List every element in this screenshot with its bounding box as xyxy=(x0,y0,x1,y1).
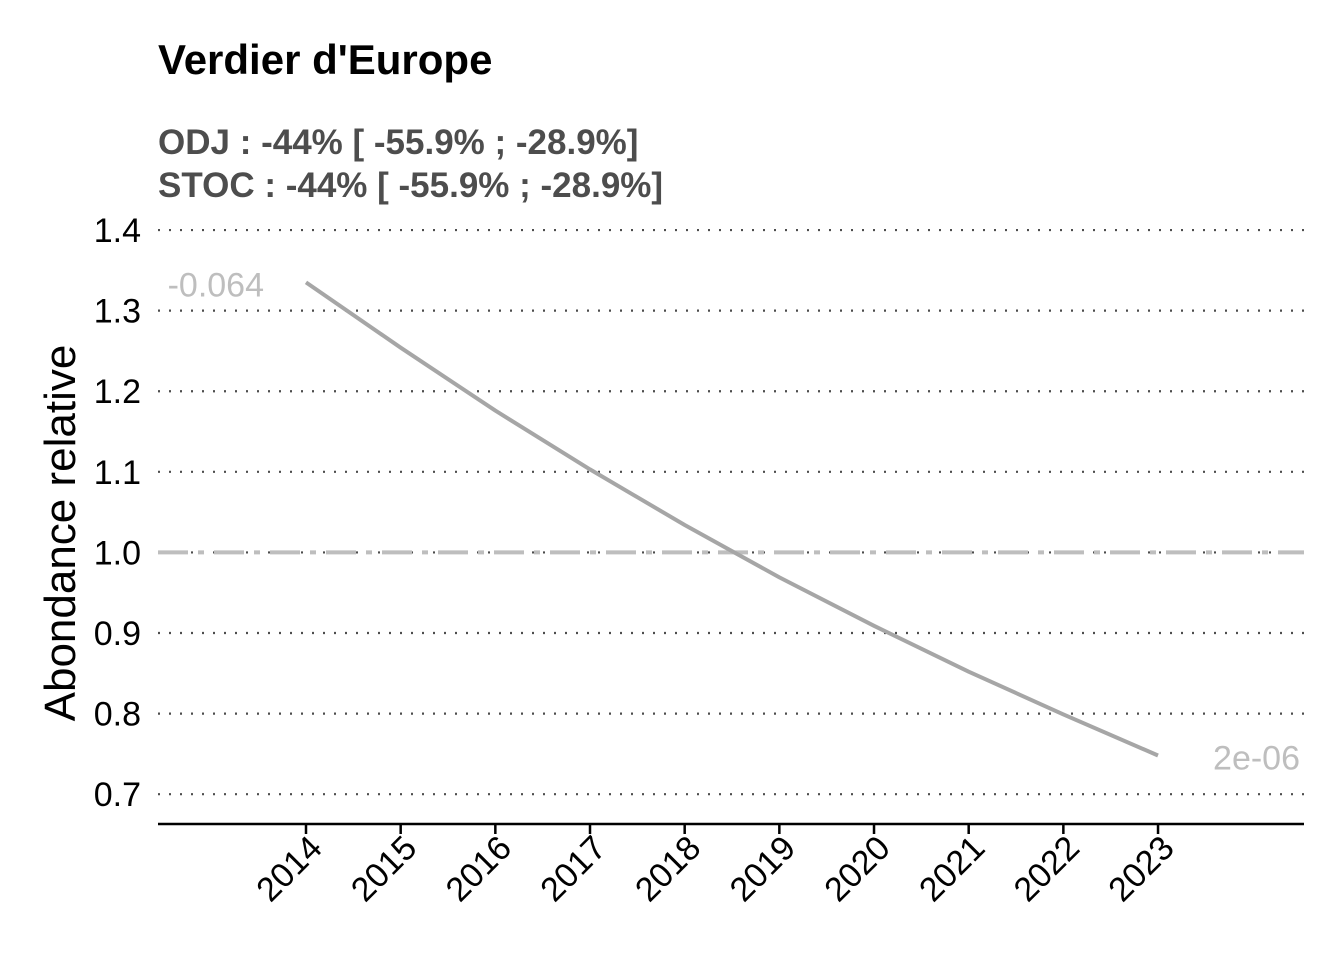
x-axis-ticks: 2014 2015 2016 2017 2018 2019 2020 2021 2022 2023 xyxy=(249,824,1182,909)
y-tick-label: 1.4 xyxy=(94,212,141,250)
y-tick-label: 1.1 xyxy=(94,454,141,492)
x-tick-label: 2018 xyxy=(628,829,708,909)
y-tick-label: 0.8 xyxy=(94,696,141,734)
x-tick-label: 2021 xyxy=(912,829,992,909)
x-tick-label: 2022 xyxy=(1007,829,1087,909)
series-line xyxy=(304,280,1159,758)
y-tick-label: 1.3 xyxy=(94,293,141,331)
end-annotation: 2e-06 xyxy=(1213,739,1300,777)
chart-title: Verdier d'Europe xyxy=(158,36,492,83)
x-tick-label: 2015 xyxy=(344,829,424,909)
chart-subtitle-line-1: ODJ : -44% [ -55.9% ; -28.9%] xyxy=(158,123,638,162)
x-tick-label: 2016 xyxy=(439,829,519,909)
y-axis-title: Abondance relative xyxy=(36,345,85,722)
y-tick-label: 0.7 xyxy=(94,776,141,814)
x-tick-label: 2020 xyxy=(817,829,897,909)
x-tick-label: 2014 xyxy=(249,829,329,909)
y-tick-label: 0.9 xyxy=(94,615,141,653)
grid-lines xyxy=(158,228,1304,796)
x-tick-label: 2023 xyxy=(1101,829,1181,909)
x-tick-label: 2019 xyxy=(723,829,803,909)
y-tick-label: 1.2 xyxy=(94,373,141,411)
y-tick-label: 1.0 xyxy=(94,534,141,572)
start-annotation: -0.064 xyxy=(168,266,264,304)
y-axis-tick-labels: 0.7 0.8 0.9 1.0 1.1 1.2 1.3 1.4 xyxy=(94,212,141,814)
chart-subtitle-line-2: STOC : -44% [ -55.9% ; -28.9%] xyxy=(158,166,663,205)
x-tick-label: 2017 xyxy=(533,829,613,909)
